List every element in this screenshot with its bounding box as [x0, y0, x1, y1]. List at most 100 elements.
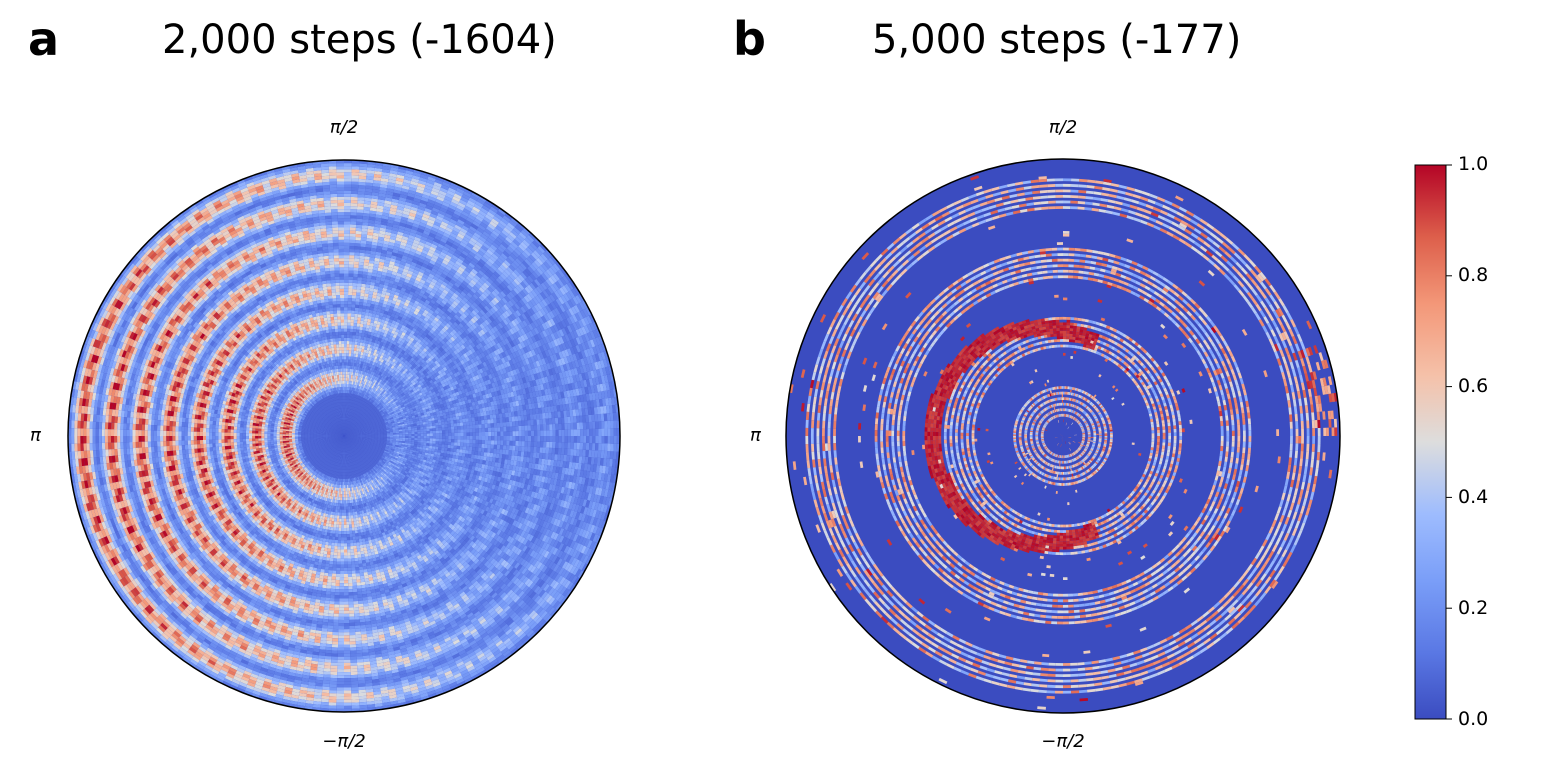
- heat-cell: [276, 434, 280, 436]
- heat-cell: [349, 368, 352, 373]
- heat-cell: [344, 485, 346, 489]
- heat-cell: [291, 437, 296, 439]
- heat-cell: [341, 390, 343, 394]
- heat-cell: [344, 434, 347, 436]
- heat-cell: [340, 380, 343, 384]
- heat-cell: [342, 396, 344, 400]
- heat-cell: [341, 472, 343, 476]
- heat-cell: [344, 434, 347, 436]
- heat-cell: [273, 433, 277, 436]
- heat-cell: [279, 441, 284, 444]
- heat-cell: [344, 435, 348, 436]
- heat-cell: [342, 371, 344, 375]
- heat-cell: [342, 377, 344, 381]
- heat-cell: [340, 390, 342, 394]
- heat-cell: [342, 433, 344, 436]
- heat-cell: [399, 432, 403, 435]
- heat-cell: [344, 433, 345, 436]
- heat-cell: [371, 436, 375, 437]
- heat-cell: [344, 451, 345, 455]
- heat-cell: [386, 437, 390, 439]
- heat-cell: [342, 469, 344, 473]
- heat-cell: [359, 435, 363, 436]
- heat-cell: [340, 491, 343, 495]
- heat-cell: [342, 485, 344, 489]
- heat-cell: [408, 436, 412, 438]
- heat-cell: [338, 374, 341, 378]
- heat-cell: [298, 432, 302, 434]
- heat-cell: [344, 411, 345, 415]
- heat-cell: [377, 433, 381, 436]
- heat-cell: [291, 436, 295, 438]
- heat-cell: [377, 436, 381, 439]
- heat-cell: [345, 484, 347, 489]
- heat-cell: [273, 437, 277, 441]
- heat-cell: [282, 437, 286, 440]
- heat-cell: [344, 365, 347, 369]
- heat-cell: [288, 434, 292, 436]
- heat-cell: [285, 436, 289, 438]
- heat-cell: [389, 437, 394, 439]
- heat-cell: [344, 433, 347, 436]
- heat-cell: [344, 494, 346, 498]
- heat-cell: [345, 472, 347, 476]
- heat-cell: [343, 411, 344, 415]
- heat-cell: [392, 437, 397, 439]
- heat-cell: [386, 433, 390, 435]
- heat-cell: [343, 432, 344, 436]
- heat-cell: [282, 432, 286, 435]
- heat-cell: [408, 437, 412, 440]
- heat-cell: [343, 433, 344, 436]
- heat-cell: [344, 472, 346, 476]
- heat-cell: [294, 437, 299, 439]
- heat-cell: [346, 387, 349, 391]
- heat-cell: [371, 435, 375, 436]
- heat-cell: [279, 439, 283, 442]
- heat-cell: [298, 436, 302, 438]
- heat-cell: [342, 433, 344, 436]
- heat-cell: [342, 500, 344, 504]
- heat-cell: [393, 436, 397, 438]
- heat-cell: [340, 494, 343, 498]
- heat-cell: [349, 499, 352, 504]
- heat-cell: [344, 478, 346, 482]
- heat-cell: [349, 371, 352, 376]
- heat-cell: [319, 435, 323, 436]
- heat-cell: [347, 500, 350, 504]
- heat-cell: [346, 383, 349, 388]
- heat-cell: [307, 436, 311, 439]
- heat-cell: [342, 433, 344, 436]
- heat-cell: [345, 393, 347, 397]
- heat-cell: [282, 430, 286, 433]
- heat-cell: [343, 417, 344, 421]
- heat-cell: [273, 431, 277, 435]
- heat-cell: [276, 437, 280, 440]
- heat-cell: [383, 437, 387, 439]
- heat-cell: [344, 469, 347, 473]
- heat-cell: [344, 432, 345, 436]
- heat-cell: [341, 396, 343, 400]
- heat-cell: [341, 484, 343, 489]
- heat-cell: [407, 428, 412, 431]
- heat-cell: [344, 500, 346, 504]
- heat-cell: [342, 494, 344, 498]
- heat-cell: [347, 494, 350, 498]
- heat-cell: [339, 383, 342, 388]
- heat-cell: [291, 431, 296, 434]
- heat-cell: [342, 393, 344, 397]
- heat-cell: [344, 491, 346, 495]
- heat-cell: [344, 380, 346, 384]
- heat-cell: [344, 434, 347, 436]
- heat-cell: [341, 433, 344, 436]
- heat-cell: [276, 439, 280, 442]
- heat-cell: [301, 434, 305, 436]
- heat-cell: [347, 371, 350, 375]
- heat-cell: [401, 429, 406, 432]
- heat-cell: [345, 380, 348, 384]
- heat-cell: [344, 399, 347, 403]
- heat-cell: [344, 386, 346, 391]
- heat-cell: [291, 433, 296, 435]
- heat-cell: [342, 481, 344, 486]
- heat-cell: [339, 490, 341, 495]
- heat-cell: [399, 434, 403, 436]
